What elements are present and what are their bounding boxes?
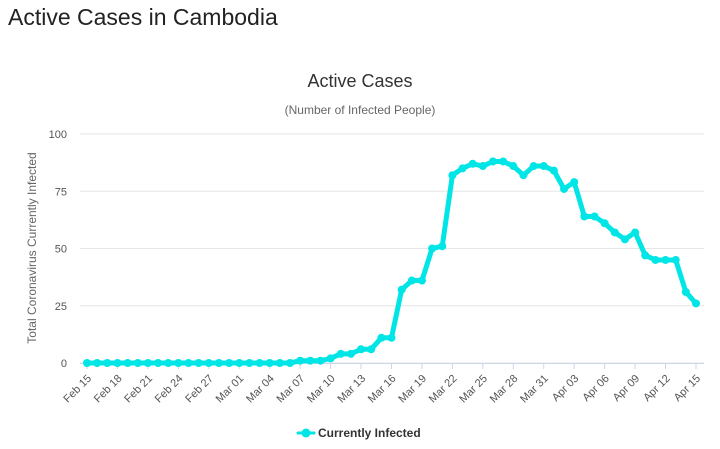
x-tick-label: Mar 31 [518, 373, 551, 406]
x-tick-label: Feb 24 [153, 373, 186, 406]
data-point[interactable] [154, 359, 163, 367]
x-tick-label: Mar 10 [305, 373, 338, 406]
legend-swatch-dot [301, 428, 311, 438]
x-tick-label: Mar 28 [488, 373, 521, 406]
data-point[interactable] [428, 244, 437, 253]
data-point[interactable] [519, 171, 528, 180]
data-point[interactable] [377, 333, 386, 342]
data-point[interactable] [458, 164, 467, 173]
data-point[interactable] [306, 356, 315, 365]
data-point[interactable] [133, 359, 142, 367]
data-point[interactable] [316, 356, 325, 365]
data-point[interactable] [326, 354, 335, 363]
data-point[interactable] [357, 345, 366, 354]
data-point[interactable] [489, 157, 497, 166]
data-point[interactable] [93, 359, 102, 367]
data-point[interactable] [641, 251, 650, 260]
x-tick-label: Apr 12 [641, 373, 672, 404]
x-tick-label: Mar 07 [275, 373, 308, 406]
data-point[interactable] [367, 345, 376, 354]
data-point[interactable] [438, 242, 447, 251]
x-tick-label: Apr 06 [580, 373, 611, 404]
y-tick-label: 75 [55, 186, 67, 198]
data-point[interactable] [174, 359, 183, 367]
data-point[interactable] [620, 235, 629, 244]
data-point[interactable] [214, 359, 223, 367]
data-point[interactable] [83, 359, 91, 367]
x-tick-label: Mar 04 [244, 373, 277, 406]
data-point[interactable] [549, 166, 558, 175]
data-point[interactable] [143, 359, 152, 367]
data-point[interactable] [103, 359, 112, 367]
data-point[interactable] [468, 159, 477, 168]
data-point[interactable] [225, 359, 234, 367]
data-point[interactable] [478, 162, 487, 171]
data-point[interactable] [184, 359, 193, 367]
data-point[interactable] [560, 184, 569, 193]
data-point[interactable] [600, 219, 609, 228]
data-point[interactable] [539, 162, 548, 171]
data-point[interactable] [275, 359, 284, 367]
x-tick-label: Feb 21 [122, 373, 155, 406]
x-tick-label: Apr 09 [611, 373, 642, 404]
x-tick-label: Mar 16 [366, 373, 399, 406]
data-point[interactable] [296, 356, 305, 365]
x-tick-label: Apr 03 [550, 373, 581, 404]
data-point[interactable] [417, 276, 426, 285]
x-tick-label: Mar 01 [214, 373, 247, 406]
data-point[interactable] [661, 255, 670, 264]
page-title: Active Cases in Cambodia [8, 4, 278, 30]
x-tick-label: Feb 15 [61, 373, 94, 406]
y-tick-label: 0 [61, 358, 67, 370]
data-point[interactable] [397, 285, 406, 294]
data-point[interactable] [570, 178, 579, 187]
data-point[interactable] [164, 359, 173, 367]
x-tick-label: Mar 22 [427, 373, 460, 406]
data-point[interactable] [580, 212, 589, 221]
data-point[interactable] [509, 162, 518, 171]
y-tick-label: 100 [49, 129, 67, 141]
chart-subtitle: (Number of Infected People) [285, 103, 436, 117]
data-point[interactable] [692, 299, 700, 308]
data-point[interactable] [286, 359, 294, 367]
data-point[interactable] [235, 359, 244, 367]
chart-title: Active Cases [307, 71, 412, 91]
data-point[interactable] [194, 359, 203, 367]
data-point[interactable] [590, 212, 599, 221]
data-point[interactable] [499, 157, 508, 166]
data-point[interactable] [113, 359, 122, 367]
data-point[interactable] [336, 349, 345, 358]
x-tick-label: Mar 25 [457, 373, 490, 406]
data-point[interactable] [255, 359, 264, 367]
data-point[interactable] [265, 359, 274, 367]
x-tick-label: Feb 27 [183, 373, 216, 406]
legend-label-currently-infected[interactable]: Currently Infected [318, 426, 421, 440]
data-point[interactable] [387, 333, 396, 342]
y-axis-label: Total Coronavirus Currently Infected [25, 152, 39, 343]
data-point[interactable] [631, 228, 640, 237]
data-point[interactable] [204, 359, 213, 367]
y-tick-label: 50 [55, 244, 67, 256]
data-point[interactable] [610, 228, 619, 237]
x-tick-label: Apr 15 [672, 373, 703, 404]
data-point[interactable] [448, 171, 457, 180]
x-tick-label: Mar 19 [396, 373, 429, 406]
x-tick-label: Feb 18 [92, 373, 125, 406]
data-point[interactable] [651, 255, 660, 264]
data-point[interactable] [346, 349, 355, 358]
data-point[interactable] [123, 359, 132, 367]
data-point[interactable] [529, 162, 538, 171]
x-tick-label: Mar 13 [335, 373, 368, 406]
data-point[interactable] [407, 276, 416, 285]
data-point[interactable] [671, 255, 680, 264]
data-point[interactable] [681, 288, 690, 297]
y-tick-label: 25 [55, 301, 67, 313]
data-point[interactable] [245, 359, 254, 367]
series-layer [83, 157, 700, 367]
legend[interactable]: Currently Infected [296, 426, 421, 440]
